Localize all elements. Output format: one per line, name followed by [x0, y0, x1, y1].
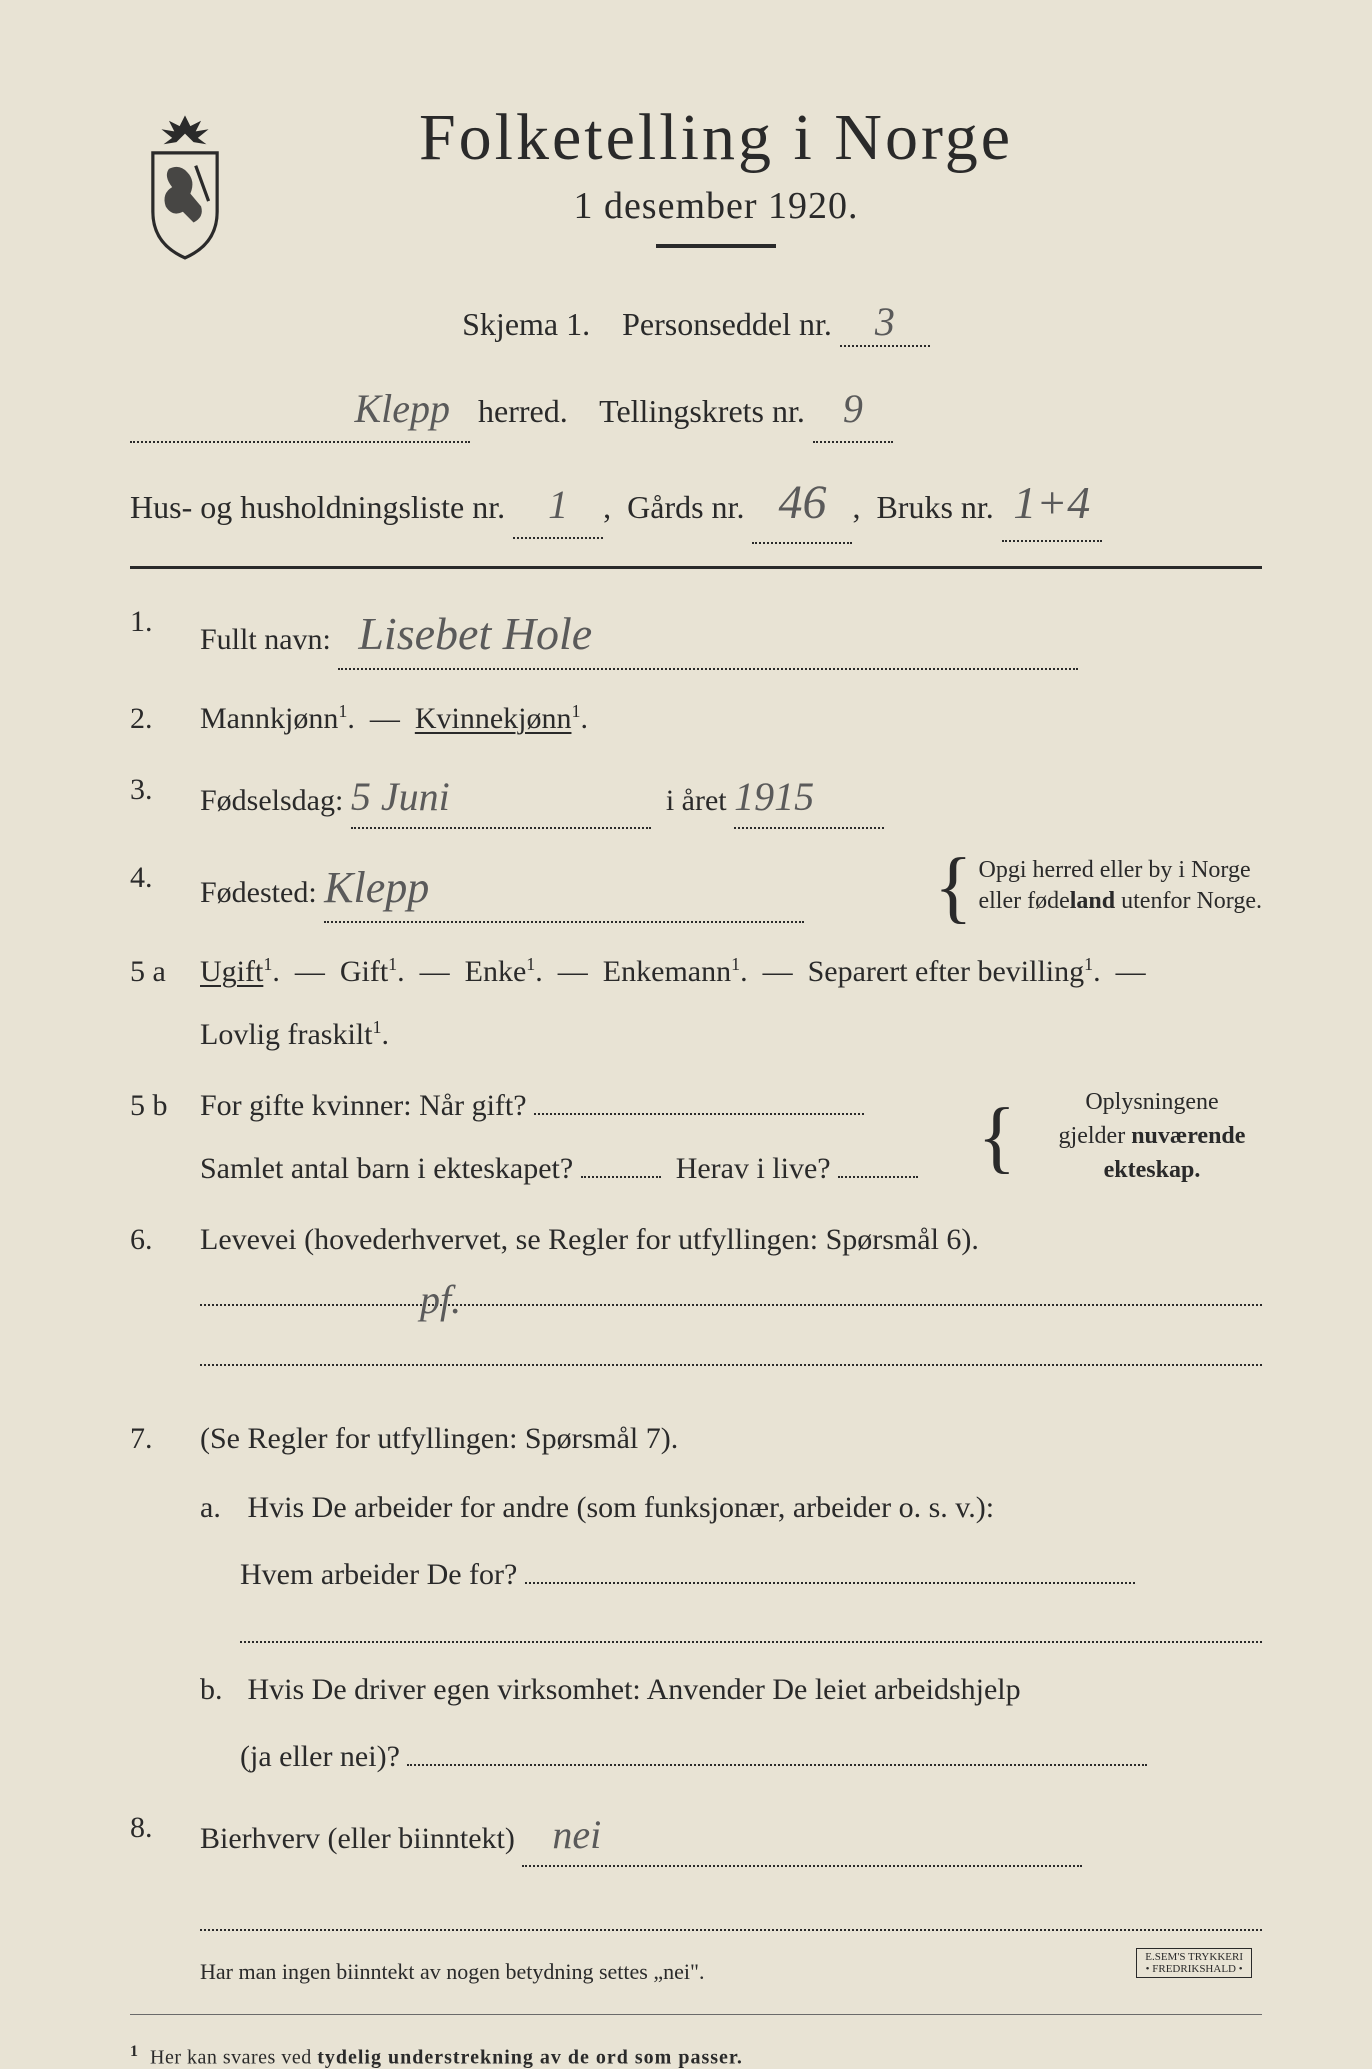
q8-num: 8.: [130, 1805, 200, 1988]
header: Folketelling i Norge 1 desember 1920.: [130, 100, 1262, 278]
footnote-b: tydelig understrekning av de ord som pas…: [317, 2046, 743, 2068]
q7-label: (Se Regler for utfyllingen: Spørsmål 7).: [200, 1416, 1262, 1461]
footnote-marker: 1: [130, 2043, 139, 2060]
herred-line: Klepp herred. Tellingskrets nr. 9: [130, 377, 1262, 443]
q6-label: Levevei (hovederhvervet, se Regler for u…: [200, 1223, 979, 1256]
gards-label: Gårds nr.: [627, 489, 744, 525]
q4-num: 4.: [130, 855, 200, 923]
husliste-nr: 1: [513, 473, 603, 539]
q7a-sub: Hvem arbeider De for?: [240, 1558, 517, 1591]
q7b-letter: b.: [200, 1667, 240, 1712]
q1-value: Lisebet Hole: [358, 608, 592, 659]
q7-num: 7.: [130, 1416, 200, 1779]
q1-label: Fullt navn:: [200, 623, 331, 656]
q7b-sub: (ja eller nei)?: [240, 1740, 400, 1773]
q3-year: 1915: [734, 774, 814, 819]
q5a: 5 a Ugift1. — Gift1. — Enke1. — Enkemann…: [130, 949, 1262, 1057]
q4-note1: Opgi herred eller by i Norge: [978, 855, 1262, 886]
q6: 6. Levevei (hovederhvervet, se Regler fo…: [130, 1217, 1262, 1390]
q4-value: Klepp: [324, 863, 429, 912]
husliste-line: Hus- og husholdningsliste nr. 1, Gårds n…: [130, 465, 1262, 544]
q5a-fraskilt: Lovlig fraskilt: [200, 1018, 372, 1051]
q2-num: 2.: [130, 696, 200, 741]
husliste-label: Hus- og husholdningsliste nr.: [130, 489, 505, 525]
bruks-label: Bruks nr.: [876, 489, 993, 525]
herred-label: herred.: [478, 393, 568, 429]
main-title: Folketelling i Norge: [270, 100, 1162, 176]
q5b-l1: For gifte kvinner: Når gift?: [200, 1089, 527, 1122]
q8-value: nei: [552, 1812, 601, 1857]
q4: 4. Fødested: Klepp { Opgi herred eller b…: [130, 855, 1262, 923]
q3-num: 3.: [130, 767, 200, 829]
q7a-letter: a.: [200, 1485, 240, 1530]
q4-label: Fødested:: [200, 876, 317, 909]
q5a-separert: Separert efter bevilling: [808, 955, 1085, 988]
q3-day: 5 Juni: [351, 774, 450, 819]
q2-mann: Mannkjønn: [200, 702, 338, 735]
q3-year-label: i året: [666, 784, 727, 817]
coat-of-arms-icon: [130, 110, 240, 260]
printer-l1: E.SEM'S TRYKKERI: [1145, 1951, 1243, 1963]
q5b-num: 5 b: [130, 1083, 200, 1191]
krets-label: Tellingskrets nr.: [599, 393, 805, 429]
q5b-note2: gjelder nuværende: [1042, 1120, 1262, 1154]
q5a-enke: Enke: [465, 955, 527, 988]
title-block: Folketelling i Norge 1 desember 1920.: [270, 100, 1262, 278]
q2: 2. Mannkjønn1. — Kvinnekjønn1.: [130, 696, 1262, 741]
skjema-label: Skjema 1.: [462, 306, 590, 342]
q3-label: Fødselsdag:: [200, 784, 343, 817]
printer-l2: • FREDRIKSHALD •: [1145, 1963, 1243, 1975]
q7a-label: Hvis De arbeider for andre (som funksjon…: [248, 1491, 995, 1524]
q8-note: Har man ingen biinntekt av nogen betydni…: [200, 1955, 1262, 1988]
q1: 1. Fullt navn: Lisebet Hole: [130, 599, 1262, 670]
q2-kvinne: Kvinnekjønn: [415, 702, 572, 735]
q5b-note3: ekteskap.: [1042, 1154, 1262, 1188]
skjema-line: Skjema 1. Personseddel nr. 3: [130, 298, 1262, 347]
q7b-label: Hvis De driver egen virksomhet: Anvender…: [248, 1673, 1021, 1706]
q5a-gift: Gift: [340, 955, 388, 988]
printer-stamp: E.SEM'S TRYKKERI • FREDRIKSHALD •: [1136, 1948, 1252, 1978]
herred-value: Klepp: [354, 386, 450, 431]
q6-value: pf.: [420, 1277, 461, 1322]
thin-rule: [130, 2014, 1262, 2015]
q5a-enkemann: Enkemann: [603, 955, 731, 988]
q5b-note1: Oplysningene: [1042, 1086, 1262, 1120]
footnote-a: Her kan svares ved: [150, 2046, 317, 2068]
q5a-num: 5 a: [130, 949, 200, 1057]
brace-icon: {: [934, 855, 972, 919]
q8: 8. Bierhverv (eller biinntekt) nei Har m…: [130, 1805, 1262, 1988]
q6-num: 6.: [130, 1217, 200, 1390]
bruks-nr: 1+4: [1002, 466, 1102, 542]
krets-nr: 9: [813, 377, 893, 443]
footnote: 1 Her kan svares ved tydelig understrekn…: [130, 2043, 1262, 2069]
q5b: 5 b For gifte kvinner: Når gift? Samlet …: [130, 1083, 1262, 1191]
q5b-l2a: Samlet antal barn i ekteskapet?: [200, 1152, 573, 1185]
title-rule: [656, 244, 776, 248]
q1-num: 1.: [130, 599, 200, 670]
q5b-l2b: Herav i live?: [676, 1152, 831, 1185]
main-rule: [130, 566, 1262, 569]
q8-label: Bierhverv (eller biinntekt): [200, 1822, 515, 1855]
personseddel-label: Personseddel nr.: [622, 306, 832, 342]
gards-nr: 46: [752, 465, 852, 544]
q7: 7. (Se Regler for utfyllingen: Spørsmål …: [130, 1416, 1262, 1779]
brace-icon: {: [978, 1105, 1016, 1169]
subtitle: 1 desember 1920.: [270, 184, 1162, 228]
q4-note2: eller fødeland utenfor Norge.: [978, 886, 1262, 917]
q5a-ugift: Ugift: [200, 955, 263, 988]
q3: 3. Fødselsdag: 5 Juni i året 1915: [130, 767, 1262, 829]
personseddel-nr: 3: [840, 298, 930, 347]
